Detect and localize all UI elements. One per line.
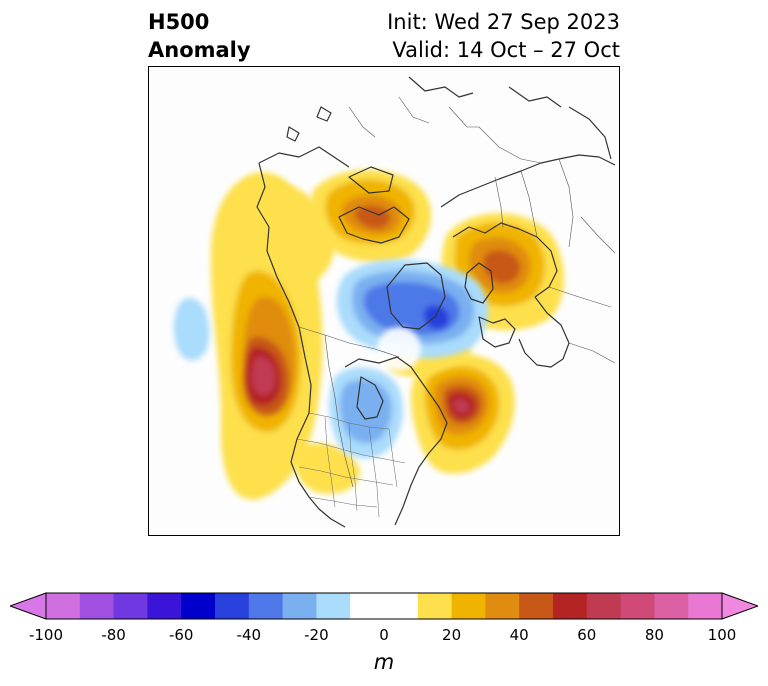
us-state-borders [296,412,406,518]
colorbar-bin [417,593,453,619]
anomaly-map-canvas [173,76,616,528]
colorbar-bin [215,593,250,619]
colorbar-bin [451,593,486,619]
colorbar-bin [248,593,284,619]
title-anomaly: Anomaly [148,38,251,62]
trough-pacific [173,298,210,361]
title-variable: H500 [148,10,210,34]
ridge-arctic-canada [310,169,432,263]
colorbar-tick-label: 100 [707,626,737,644]
colorbar-bin [46,593,81,619]
colorbar-bin [654,593,689,619]
colorbar-bin [181,593,216,619]
colorbar-bin [316,593,351,619]
colorbar-bin [113,593,148,619]
colorbar-tick-label: -60 [168,626,194,644]
colorbar-bin [553,593,588,619]
colorbar-unit: m [373,650,395,674]
colorbar-bin [79,593,115,619]
coastlines [256,76,616,528]
map-title: H500 Anomaly [148,8,251,64]
colorbar-bin [384,593,419,619]
colorbar-bin [586,593,622,619]
colorbar-bin [282,593,317,619]
colorbar-bin [147,593,182,619]
colorbar-outline [45,592,723,620]
colorbar-extend-max [721,592,758,620]
colorbar-tick-label: 60 [577,626,597,644]
colorbar-tick-label: -100 [28,626,64,644]
colorbar-bin [485,593,520,619]
colorbar-tick-label: 80 [644,626,664,644]
colorbar-extend-min [10,592,47,620]
colorbar [10,592,758,620]
trough-central-canada [329,367,403,459]
colorbar-tick-label: -40 [236,626,262,644]
forecast-dates: Init: Wed 27 Sep 2023 Valid: 14 Oct – 27… [387,8,620,64]
valid-range: Valid: 14 Oct – 27 Oct [392,38,620,62]
colorbar-tick-label: 20 [442,626,462,644]
colorbar-bin [620,593,655,619]
country-borders [298,96,616,488]
colorbar-bin [519,593,554,619]
colorbar-tick-label: 0 [379,626,389,644]
colorbar-tick-label: -20 [304,626,329,644]
colorbar-tick-label: 40 [509,626,529,644]
colorbar-bin [688,593,723,619]
colorbar-tick-label: -80 [101,626,126,644]
anomaly-map [148,66,620,536]
colorbar-bin [350,593,385,619]
init-date: Init: Wed 27 Sep 2023 [387,10,620,34]
